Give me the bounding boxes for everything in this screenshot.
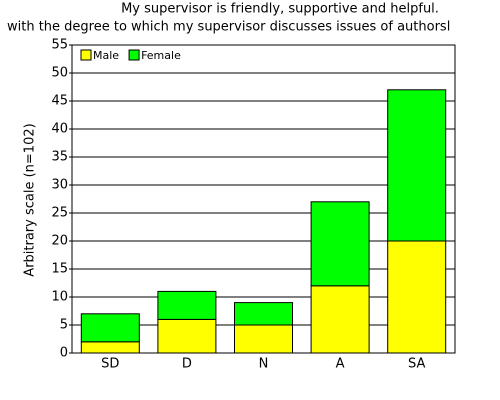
bar-segment [157,290,217,320]
legend-label: Female [141,49,181,62]
y-tick-label: 20 [51,234,68,249]
x-tick-label: SD [101,357,119,372]
bar-segment [80,341,140,354]
y-tick-label: 50 [51,66,68,81]
chart-subtitle: with the degree to which my supervisor d… [7,20,450,35]
y-axis-label: Arbitrary scale (n=102) [23,123,38,276]
y-tick-label: 15 [51,262,68,277]
legend-swatch [80,49,92,61]
y-tick-label: 35 [51,150,68,165]
y-tick-label: 40 [51,122,68,137]
bar-segment [157,318,217,354]
x-tick-label: SA [408,357,425,372]
y-tick-label: 0 [60,346,68,361]
bar-segment [234,302,293,326]
bar-segment [387,89,447,242]
y-tick-label: 5 [60,318,68,333]
y-tick-label: 25 [51,206,68,221]
x-tick-label: D [182,357,192,372]
y-tick-label: 45 [51,94,68,109]
legend-label: Male [93,49,119,62]
y-tick-label: 55 [51,38,68,53]
chart-title: My supervisor is friendly, supportive an… [121,2,439,17]
bar-segment [80,313,140,343]
y-tick-label: 30 [51,178,68,193]
y-tick-label: 10 [51,290,68,305]
legend-swatch [128,49,140,61]
bar-segment [310,285,370,354]
bar-segment [310,201,370,287]
bar-segment [387,240,447,354]
bar-segment [234,324,293,354]
x-tick-label: A [336,357,345,372]
x-tick-label: N [259,357,269,372]
